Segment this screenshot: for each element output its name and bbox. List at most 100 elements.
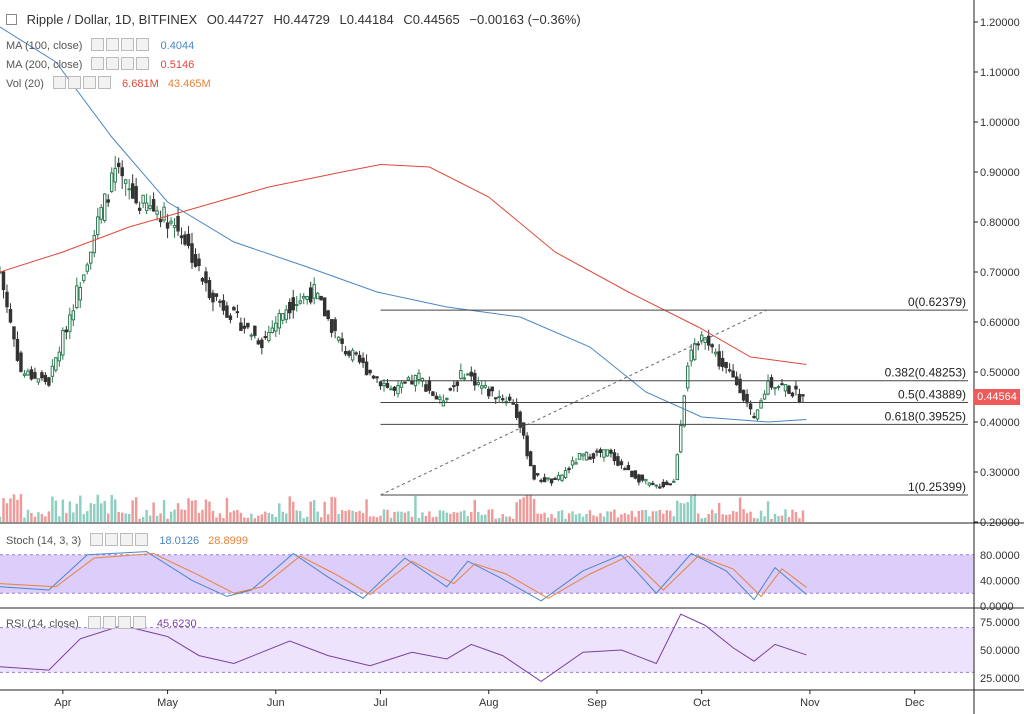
volume-bar [613, 509, 616, 522]
price-tick-label: 0.60000 [980, 317, 1020, 329]
candle-body [204, 271, 208, 284]
volume-bar [770, 518, 773, 522]
candle-body [672, 480, 676, 483]
volume-bar [222, 518, 225, 522]
indicator-buttons[interactable] [91, 38, 151, 52]
candle-body [193, 254, 198, 267]
volume-bar [89, 503, 92, 522]
candle-body [225, 305, 229, 318]
candle-body [605, 449, 610, 457]
candle-body [431, 391, 435, 396]
price-tick-label: 0.90000 [980, 167, 1020, 179]
candle-body [127, 188, 131, 191]
volume-bar [693, 494, 696, 522]
candle-body [703, 337, 707, 344]
volume-bar [669, 510, 672, 522]
candle-body [382, 382, 386, 387]
volume-bar [319, 517, 323, 522]
candle-body [186, 233, 191, 246]
candle-body [595, 450, 599, 453]
volume-bar [435, 516, 438, 522]
volume-bar [407, 511, 410, 522]
volume-bar [292, 501, 295, 522]
volume-bar [225, 497, 229, 522]
candle-body [535, 473, 540, 476]
volume-bar [386, 509, 389, 522]
candle-body [584, 451, 589, 461]
candle-body [658, 486, 662, 489]
candle-body [218, 300, 222, 303]
candle-body [787, 385, 791, 394]
ma100-legend[interactable]: MA (100, close) 0.4044 [6, 38, 194, 52]
candle-body [713, 351, 718, 355]
candle-body [466, 373, 470, 376]
candle-body [12, 326, 16, 340]
volume-bar [683, 503, 686, 522]
ma200-legend[interactable]: MA (200, close) 0.5146 [6, 57, 194, 71]
rsi-legend[interactable]: RSI (14, close) 45.6230 [6, 616, 197, 630]
candle-body [661, 481, 666, 488]
ohlc-open: O0.44727 [206, 12, 264, 27]
volume-bar [288, 496, 291, 522]
ma200-label: MA (200, close) [6, 59, 83, 71]
volume-bar [253, 518, 257, 522]
volume-bar [536, 513, 539, 522]
ma100-value: 0.4044 [160, 40, 195, 52]
candle-body [724, 361, 728, 369]
candle-body [790, 392, 795, 397]
candle-body [176, 215, 180, 232]
volume-bar [679, 502, 682, 522]
volume-bar [40, 514, 44, 522]
volume-bar [749, 511, 752, 522]
volume-bar [12, 494, 16, 522]
collapse-toggle-icon[interactable] [6, 14, 17, 25]
price-change: −0.00163 (−0.36%) [469, 12, 581, 27]
candle-body [8, 309, 13, 323]
indicator-buttons[interactable] [91, 57, 151, 71]
indicator-buttons[interactable] [90, 533, 150, 547]
candle-body [89, 251, 93, 264]
volume-bar [641, 510, 644, 522]
candle-body [263, 336, 268, 339]
volume-bar [54, 500, 58, 522]
fib-level-label: 0(0.62379) [908, 295, 966, 309]
volume-bar [777, 516, 780, 522]
indicator-buttons[interactable] [87, 616, 148, 630]
volume-bar [155, 515, 159, 522]
volume-bar [623, 513, 627, 522]
volume-bar [571, 511, 574, 522]
candle-body [511, 402, 515, 405]
time-tick-label: Sep [587, 697, 607, 709]
stoch-d-value: 28.8999 [208, 535, 248, 547]
volume-bar [560, 510, 564, 522]
volume-bar [68, 501, 72, 522]
candle-body [155, 210, 159, 215]
current-price-tag: 0.44564 [974, 389, 1020, 405]
candle-body [741, 389, 746, 401]
volume-bar [798, 518, 801, 522]
volume-bar [616, 517, 620, 522]
volume-bar [543, 512, 546, 522]
candle-body [183, 234, 187, 245]
candle-body [92, 235, 96, 254]
volume-bar [2, 498, 5, 522]
volume-bar [19, 494, 23, 522]
stoch-legend[interactable]: Stoch (14, 3, 3) 18.0126 28.8999 [6, 533, 248, 547]
candle-body [406, 377, 411, 381]
volume-legend[interactable]: Vol (20) 6.681M 43.465M [6, 76, 211, 90]
indicator-buttons[interactable] [52, 76, 113, 90]
volume-bar [717, 502, 721, 522]
volume-bar [100, 503, 103, 522]
volume-bar [389, 517, 393, 522]
volume-bar [400, 511, 403, 522]
volume-bar [351, 510, 354, 522]
volume-bar [299, 511, 302, 522]
candle-body [490, 386, 494, 392]
candle-body [85, 264, 89, 272]
volume-bar [801, 510, 805, 522]
stoch-d-line [0, 553, 807, 599]
candle-body [228, 315, 233, 320]
volume-bar [780, 515, 784, 522]
candle-body [295, 304, 299, 307]
